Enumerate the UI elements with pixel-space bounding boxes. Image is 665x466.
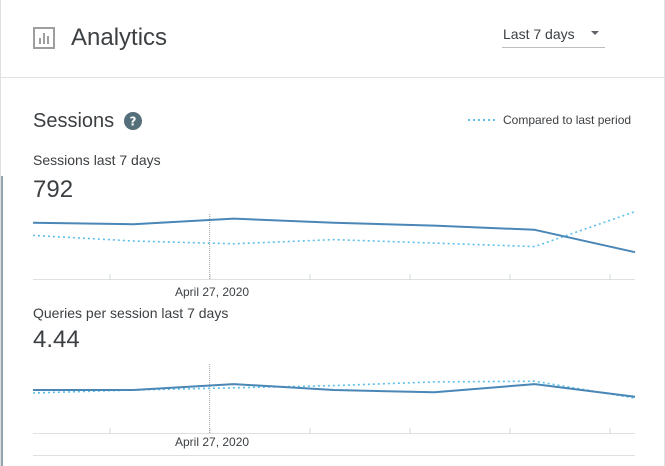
legend-dotted-line (468, 119, 496, 121)
help-circle-icon[interactable]: ? (124, 112, 142, 130)
sessions-sparkline[interactable] (32, 200, 636, 280)
sessions-title: Sessions (33, 110, 115, 132)
sessions-compare-line (32, 210, 636, 248)
queries-metric-label: Queries per session last 7 days (33, 305, 229, 321)
caret-down-icon (591, 31, 599, 35)
legend-compare-label: Compared to last period (503, 113, 632, 127)
sessions-metric-label: Sessions last 7 days (33, 152, 161, 168)
bar-chart-icon (33, 27, 55, 49)
date-range-value: Last 7 days (503, 26, 575, 42)
svg-text:?: ? (130, 115, 137, 129)
sessions-hover-date: April 27, 2020 (175, 285, 250, 299)
queries-current-line (33, 383, 636, 398)
date-range-select[interactable]: Last 7 days (502, 18, 605, 48)
page-title: Analytics (71, 24, 168, 51)
bottom-divider (33, 455, 635, 456)
queries-metric-value: 4.44 (33, 326, 80, 353)
sessions-current-line (32, 217, 636, 254)
sessions-metric-value: 792 (33, 176, 74, 203)
queries-hover-date: April 27, 2020 (175, 435, 250, 449)
header: Analytics Last 7 days (1, 0, 665, 78)
queries-sparkline[interactable] (32, 350, 636, 434)
card-accent-rule (1, 176, 3, 466)
